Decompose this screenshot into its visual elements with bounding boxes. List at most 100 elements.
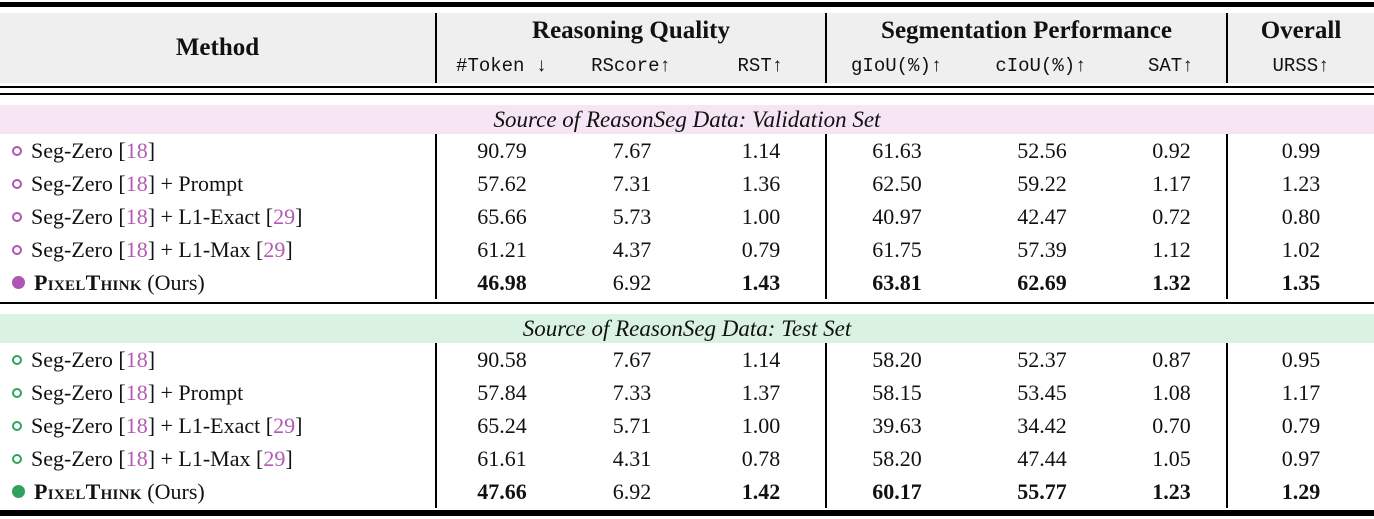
method-text: ] <box>295 412 303 438</box>
cell-giou: 58.15 <box>872 379 922 405</box>
cell-ciou: 59.22 <box>1017 170 1067 196</box>
col-header-method: Method <box>0 13 437 83</box>
table-row: Seg-Zero [18] 90.58 7.67 1.14 58.20 52.37 0.87… <box>0 343 1374 376</box>
col-group-overall: Overall URSS↑ <box>1228 13 1374 83</box>
open-circle-icon <box>12 420 22 431</box>
method-label: Seg-Zero [18] <box>31 138 155 164</box>
cell-sat: 0.70 <box>1117 409 1228 442</box>
cell-token: 61.61 <box>477 445 527 471</box>
cell-rst: 1.14 <box>697 343 827 376</box>
cell-method: Seg-Zero [18] + L1-Max [29] <box>0 442 437 475</box>
col-header-ciou: cIoU(%)↑ <box>995 55 1087 77</box>
cell-ciou: 42.47 <box>1017 203 1067 229</box>
cell-method: PixelThink (Ours) <box>0 266 437 299</box>
section-test: Source of ReasonSeg Data: Test Set Seg-Ze… <box>0 314 1374 508</box>
group-label-overall: Overall <box>1260 17 1342 44</box>
citation: 18 <box>125 412 148 438</box>
col-header-token: #Token ↓ <box>456 55 548 77</box>
cell-token: 46.98 <box>477 269 527 295</box>
cell-rscore: 7.31 <box>612 170 652 196</box>
cell-urss: 1.17 <box>1281 379 1321 405</box>
method-text: Seg-Zero [ <box>31 170 126 196</box>
open-circle-icon <box>12 178 22 189</box>
table-top-rule <box>0 2 1374 7</box>
cell-urss: 0.95 <box>1281 346 1321 372</box>
cell-ciou: 52.56 <box>1017 137 1067 163</box>
citation: 18 <box>125 236 148 262</box>
table-row: Seg-Zero [18] 90.79 7.67 1.14 61.63 52.56 0.92… <box>0 134 1374 167</box>
table-header: Method Reasoning Quality #Token ↓ RScore… <box>0 13 1374 83</box>
col-header-giou: gIoU(%)↑ <box>851 55 943 77</box>
col-header-urss: URSS↑ <box>1272 55 1330 77</box>
method-text: ] <box>147 346 156 372</box>
cell-rst: 0.78 <box>697 442 827 475</box>
cell-token: 90.79 <box>477 137 527 163</box>
method-label: Seg-Zero [18] + Prompt <box>31 380 243 406</box>
cell-ciou: 47.44 <box>1017 445 1067 471</box>
table-row: Seg-Zero [18] + L1-Max [29] 61.21 4.37 0.79… <box>0 233 1374 266</box>
cell-sat: 1.12 <box>1117 233 1228 266</box>
open-circle-icon <box>12 354 22 365</box>
method-text: ] <box>285 236 293 262</box>
cell-urss: 1.35 <box>1281 269 1321 295</box>
method-text: ] + L1-Exact [ <box>147 412 274 438</box>
open-circle-icon <box>12 145 22 156</box>
cell-rscore: 5.71 <box>612 412 652 438</box>
method-label: Seg-Zero [18] + L1-Exact [29] <box>31 413 302 439</box>
method-header-label: Method <box>175 34 260 61</box>
method-text: PixelThink <box>34 478 142 504</box>
cell-sat: 1.08 <box>1117 376 1228 409</box>
overall-subheaders: URSS↑ <box>1228 49 1374 83</box>
col-header-rst: RST↑ <box>737 55 784 77</box>
method-text: ] + L1-Max [ <box>147 445 264 471</box>
cell-urss: 1.29 <box>1281 478 1321 504</box>
method-text: Seg-Zero [ <box>31 412 126 438</box>
method-label: Seg-Zero [18] + L1-Exact [29] <box>31 204 302 230</box>
group-label-segmentation-performance: Segmentation Performance <box>881 17 1172 44</box>
cell-token: 61.21 <box>477 236 527 262</box>
group-label-reasoning-quality: Reasoning Quality <box>532 17 730 44</box>
cell-rst: 1.42 <box>697 475 827 508</box>
cell-token: 57.84 <box>477 379 527 405</box>
segmentation-subheaders: gIoU(%)↑ cIoU(%)↑ SAT↑ <box>827 49 1226 83</box>
method-text: ] + L1-Exact [ <box>147 203 274 229</box>
col-header-sat: SAT↑ <box>1147 55 1194 77</box>
cell-ciou: 34.42 <box>1017 412 1067 438</box>
cell-rscore: 6.92 <box>612 478 652 504</box>
cell-giou: 61.63 <box>872 137 922 163</box>
cell-sat: 1.32 <box>1117 266 1228 299</box>
open-circle-icon <box>12 211 22 222</box>
cell-method: Seg-Zero [18] + L1-Max [29] <box>0 233 437 266</box>
cell-ciou: 53.45 <box>1017 379 1067 405</box>
section-band-test: Source of ReasonSeg Data: Test Set <box>0 314 1374 343</box>
filled-circle-icon <box>12 276 25 289</box>
citation: 18 <box>125 137 148 163</box>
header-double-rule <box>0 86 1374 95</box>
cell-method: Seg-Zero [18] <box>0 343 437 376</box>
col-group-reasoning-quality: Reasoning Quality #Token ↓ RScore↑ RST↑ <box>437 13 827 83</box>
citation: 29 <box>273 412 296 438</box>
reasoning-subheaders: #Token ↓ RScore↑ RST↑ <box>437 49 825 83</box>
cell-urss: 1.02 <box>1281 236 1321 262</box>
cell-ciou: 62.69 <box>1017 269 1067 295</box>
method-text: ] <box>147 137 156 163</box>
cell-method: Seg-Zero [18] + L1-Exact [29] <box>0 200 437 233</box>
cell-rscore: 6.92 <box>612 269 652 295</box>
cell-giou: 60.17 <box>872 478 922 504</box>
cell-method: Seg-Zero [18] + L1-Exact [29] <box>0 409 437 442</box>
cell-sat: 1.23 <box>1117 475 1228 508</box>
method-text: ] <box>295 203 303 229</box>
cell-rscore: 4.31 <box>612 445 652 471</box>
method-label: Seg-Zero [18] + L1-Max [29] <box>31 237 293 263</box>
cell-rscore: 7.67 <box>612 137 652 163</box>
cell-rst: 1.43 <box>697 266 827 299</box>
citation: 29 <box>263 445 286 471</box>
method-text: (Ours) <box>141 269 205 295</box>
cell-giou: 62.50 <box>872 170 922 196</box>
cell-rscore: 7.33 <box>612 379 652 405</box>
table-row: Seg-Zero [18] + L1-Exact [29] 65.24 5.71 1.… <box>0 409 1374 442</box>
method-text: Seg-Zero [ <box>31 203 126 229</box>
cell-giou: 63.81 <box>872 269 922 295</box>
citation: 18 <box>125 170 148 196</box>
